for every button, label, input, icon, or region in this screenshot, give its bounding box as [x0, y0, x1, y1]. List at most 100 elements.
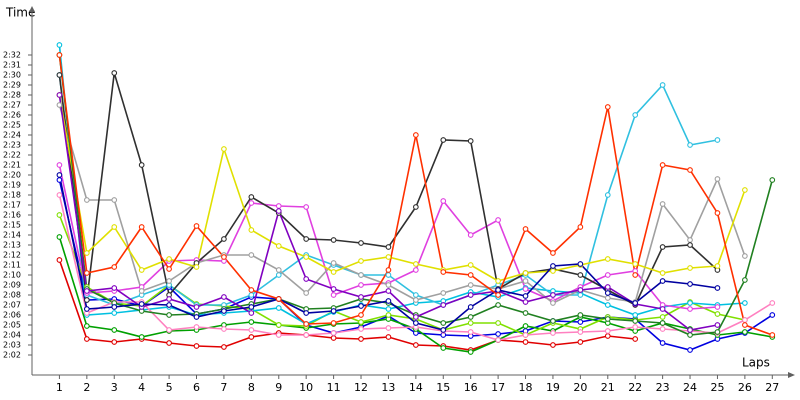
point	[604, 272, 611, 278]
point	[330, 237, 337, 243]
point	[467, 329, 474, 335]
point	[413, 261, 419, 267]
point	[166, 266, 172, 272]
point	[632, 312, 639, 318]
point	[522, 293, 529, 299]
point	[56, 257, 63, 263]
point	[742, 329, 748, 335]
point	[604, 290, 611, 296]
point	[248, 252, 255, 258]
y-tick-label: 2:21	[3, 161, 21, 170]
point	[467, 138, 474, 144]
point	[550, 292, 556, 298]
point	[330, 335, 337, 341]
point	[330, 330, 337, 336]
point	[714, 285, 721, 291]
point	[742, 322, 748, 328]
point	[330, 269, 337, 275]
point	[742, 300, 748, 306]
point	[111, 70, 118, 76]
point	[193, 304, 200, 310]
point	[385, 254, 392, 260]
point	[385, 267, 392, 273]
point	[742, 187, 748, 193]
point	[56, 102, 63, 108]
point	[248, 310, 255, 316]
point	[56, 192, 63, 198]
point	[83, 270, 90, 276]
point	[522, 332, 529, 338]
y-tick-label: 2:10	[3, 271, 21, 280]
point	[440, 327, 447, 333]
y-tick-label: 2:23	[3, 141, 21, 150]
point	[221, 146, 227, 152]
x-tick-label: 7	[220, 381, 227, 394]
y-tick-label: 2:02	[3, 351, 21, 360]
y-tick-label: 2:22	[3, 151, 21, 160]
y-tick-label: 2:04	[3, 331, 21, 340]
point	[550, 263, 556, 269]
point	[659, 326, 666, 332]
y-tick-label: 2:19	[3, 181, 21, 190]
point	[604, 192, 611, 198]
point	[495, 302, 501, 308]
x-tick-label: 24	[683, 381, 697, 394]
point	[138, 162, 145, 168]
point	[111, 224, 118, 230]
point	[358, 319, 364, 325]
x-tick-label: 23	[656, 381, 670, 394]
point	[385, 312, 392, 318]
y-tick-label: 2:07	[3, 301, 21, 310]
point	[467, 262, 474, 268]
x-tick-label: 15	[436, 381, 450, 394]
point	[467, 232, 474, 238]
point	[138, 267, 145, 273]
point	[659, 270, 666, 276]
y-axis-arrow	[29, 6, 35, 12]
point	[275, 243, 282, 249]
point	[714, 176, 721, 182]
point	[358, 336, 364, 342]
x-axis-label: Laps	[742, 356, 770, 370]
point	[166, 327, 172, 333]
point	[358, 282, 364, 288]
point	[56, 212, 63, 218]
point	[632, 272, 639, 278]
point	[659, 320, 666, 326]
y-tick-label: 2:13	[3, 241, 21, 250]
point	[413, 292, 419, 298]
y-tick-label: 2:20	[3, 171, 21, 180]
point	[275, 272, 282, 278]
point	[275, 203, 282, 209]
point	[604, 284, 611, 290]
x-tick-label: 12	[354, 381, 368, 394]
point	[440, 137, 447, 143]
point	[111, 285, 118, 291]
y-tick-label: 2:28	[3, 91, 21, 100]
point	[769, 300, 776, 306]
x-tick-label: 14	[409, 381, 423, 394]
series-line	[58, 44, 745, 325]
point	[467, 349, 474, 355]
y-tick-label: 2:14	[3, 231, 21, 240]
point	[522, 299, 529, 305]
point	[83, 197, 90, 203]
point	[221, 254, 227, 260]
point	[358, 272, 364, 278]
point	[358, 312, 364, 318]
point	[111, 339, 118, 345]
x-tick-label: 2	[83, 381, 90, 394]
y-axis-label: Time	[5, 6, 35, 20]
x-tick-label: 1	[56, 381, 63, 394]
point	[659, 340, 666, 346]
point	[714, 322, 721, 328]
point	[550, 330, 556, 336]
y-tick-label: 2:03	[3, 341, 21, 350]
point	[385, 272, 392, 278]
point	[687, 347, 693, 353]
point	[56, 162, 63, 168]
point	[522, 323, 529, 329]
point	[138, 288, 145, 294]
point	[248, 200, 255, 206]
point	[632, 300, 639, 306]
